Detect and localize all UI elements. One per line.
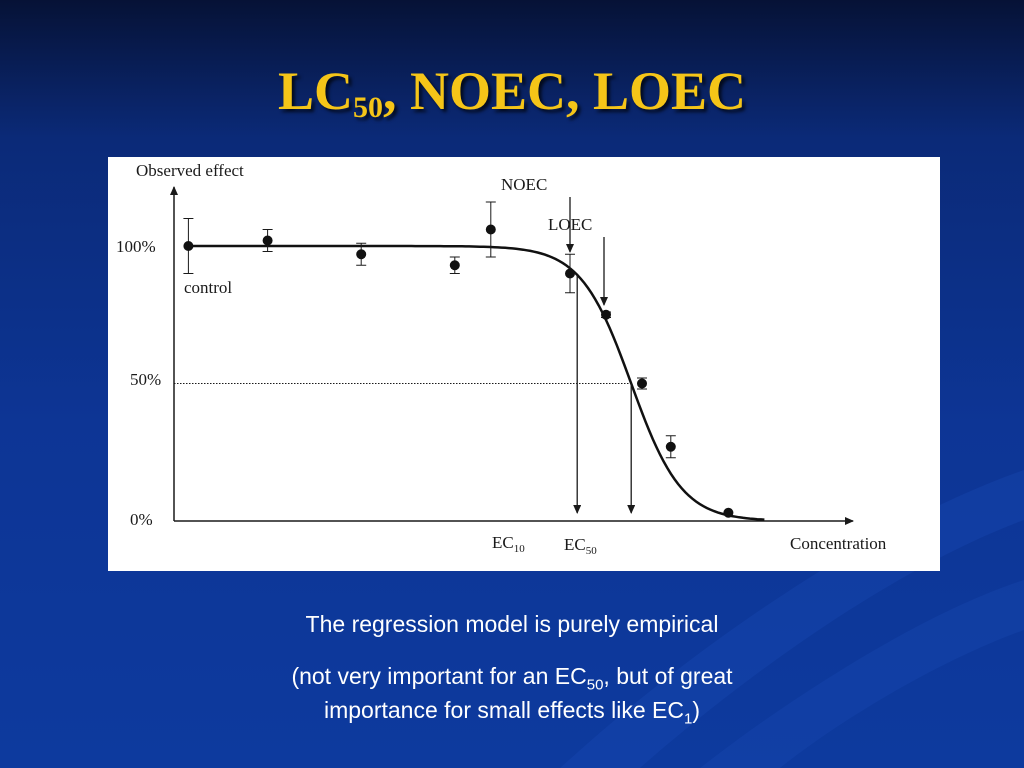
x-axis-label: Concentration: [790, 534, 887, 553]
caption-line-1: The regression model is purely empirical: [305, 611, 719, 637]
chart-panel: Observed effect Concentration 100% 50% 0…: [108, 157, 940, 571]
data-point-5: [565, 268, 575, 279]
data-point-4: [485, 224, 496, 235]
noec-label: NOEC: [501, 175, 547, 194]
data-point-0: [183, 241, 194, 251]
slide-title: LC50, NOEC, LOEC: [277, 61, 747, 124]
ec10-label: EC10: [492, 533, 525, 555]
caption-line-3: importance for small effects like EC1): [323, 697, 701, 728]
data-point-1: [262, 235, 273, 246]
fitted-curve: [188, 244, 765, 521]
y-tick-100: 100%: [116, 237, 156, 256]
ec50-label: EC50: [564, 535, 597, 557]
data-point-8: [665, 441, 676, 452]
y-tick-0: 0%: [130, 510, 153, 529]
control-label: control: [184, 278, 232, 297]
chart-axes: [170, 186, 854, 525]
chart-marks: [174, 197, 765, 521]
data-point-9: [723, 507, 734, 518]
data-point-7: [637, 378, 647, 389]
y-tick-50: 50%: [130, 370, 161, 389]
y-axis-label: Observed effect: [136, 161, 244, 180]
data-point-2: [356, 249, 367, 260]
dose-response-chart: Observed effect Concentration 100% 50% 0…: [116, 161, 887, 557]
caption-line-2: (not very important for an EC50, but of …: [291, 663, 733, 694]
data-point-3: [449, 260, 460, 271]
data-point-6: [601, 309, 611, 320]
